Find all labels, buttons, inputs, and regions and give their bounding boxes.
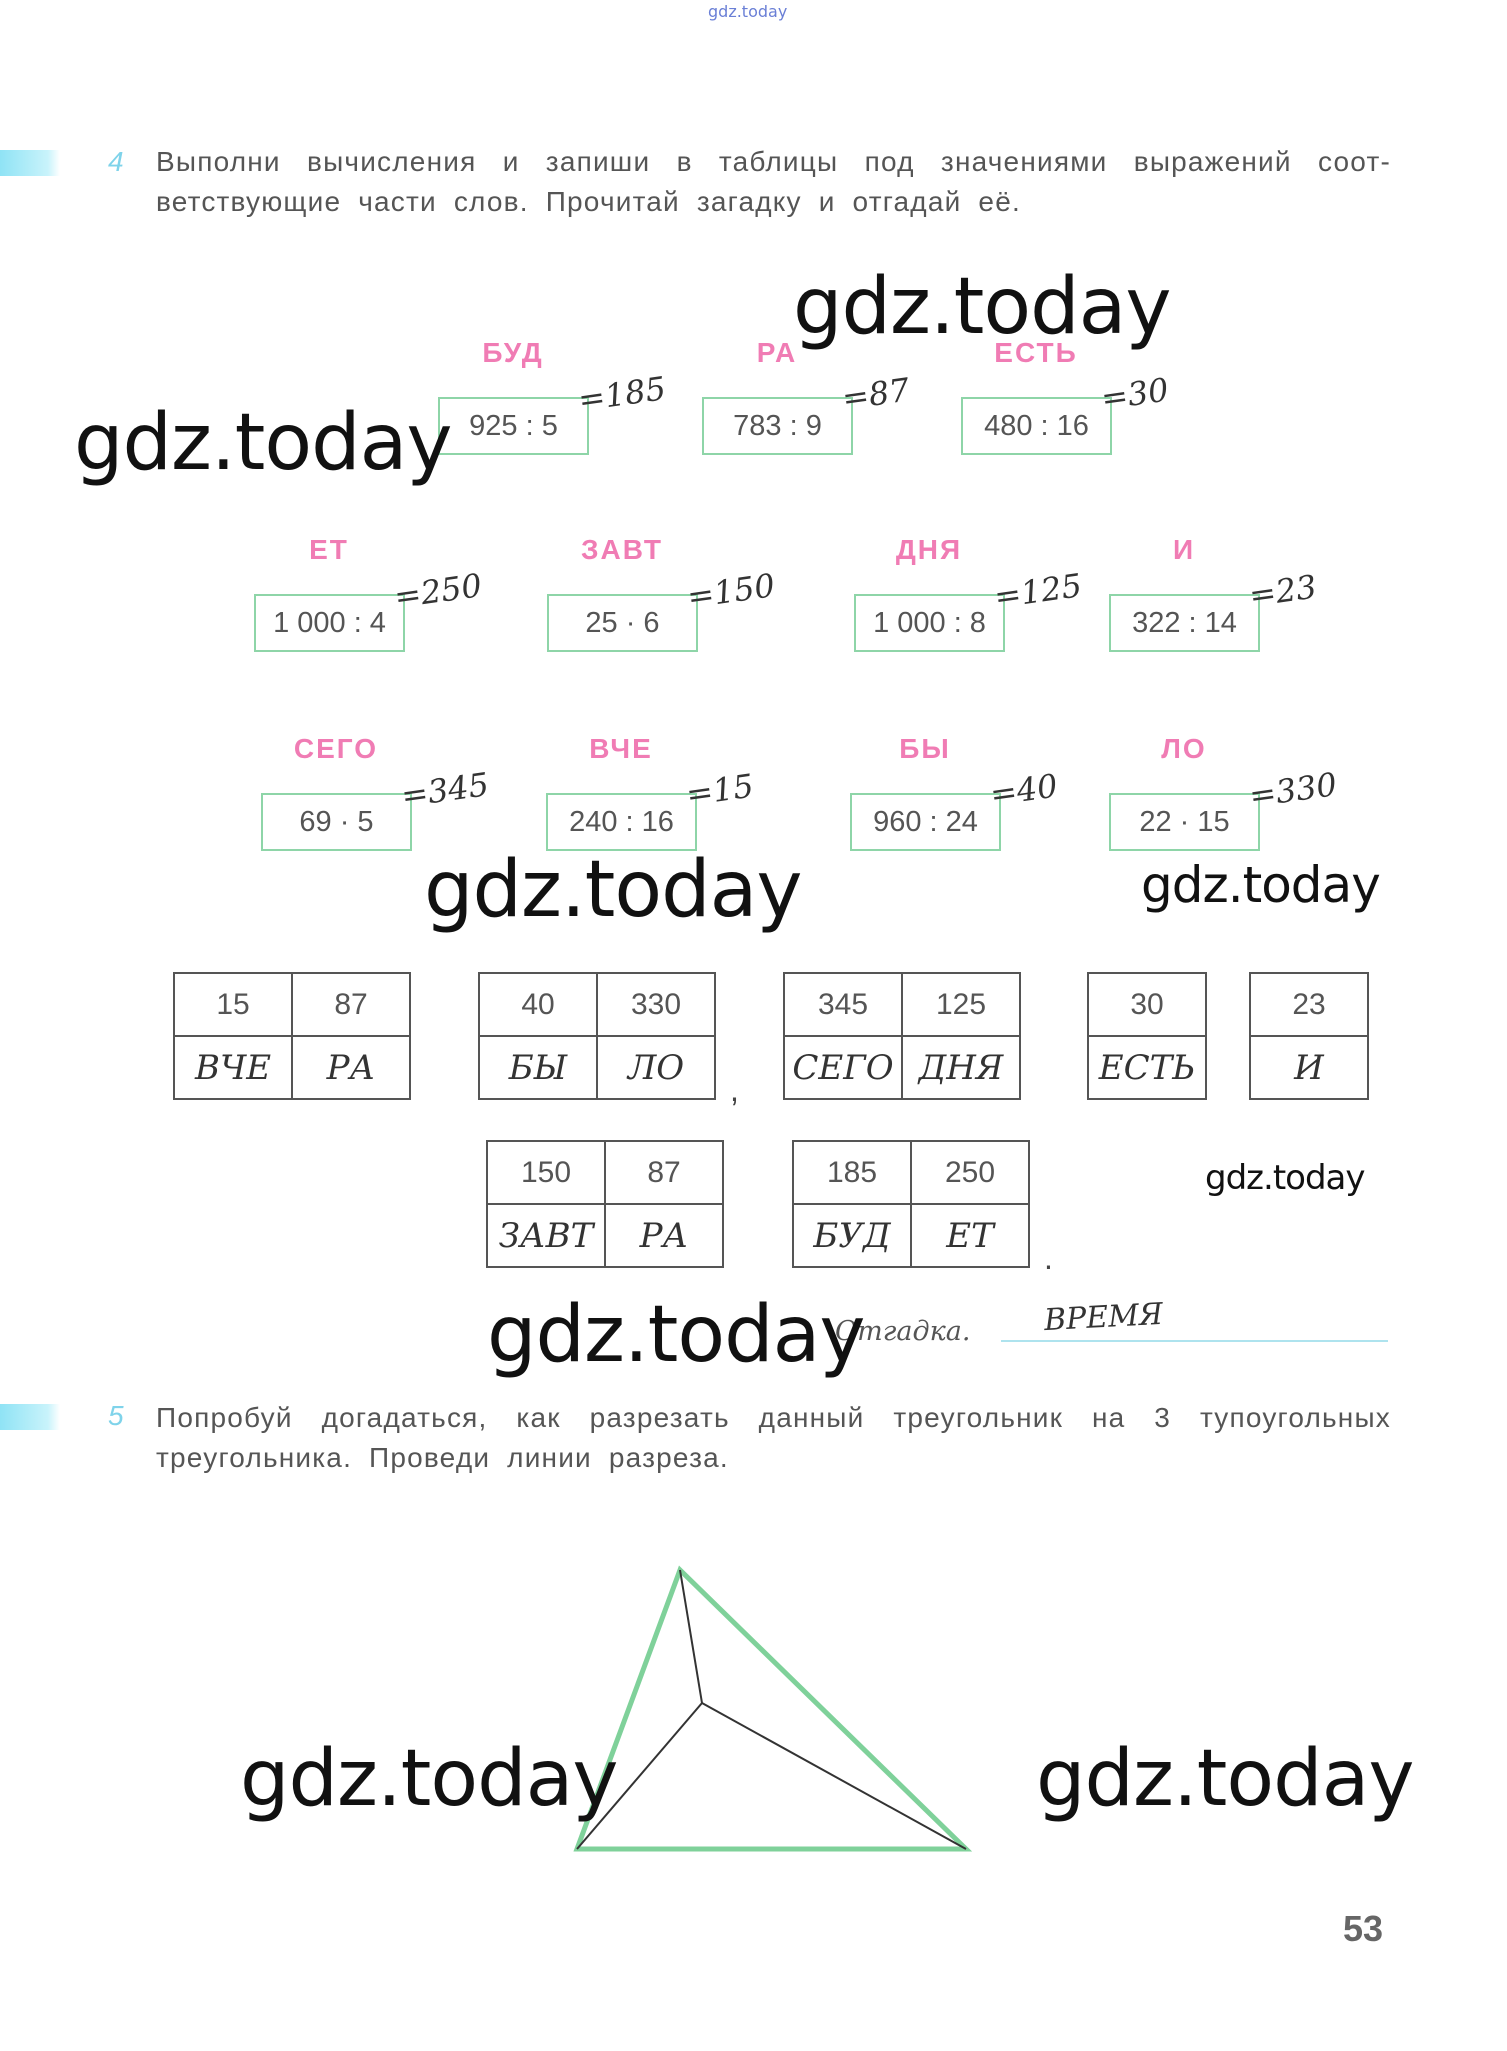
expression-box: 240 : 16	[546, 793, 697, 851]
answer-line	[1001, 1340, 1388, 1342]
expression-label: БУД	[482, 337, 544, 368]
number-cell: 185	[792, 1140, 912, 1205]
numbers-row: 15 87	[173, 972, 411, 1037]
watermark: gdz.today	[1036, 1734, 1415, 1824]
number-cell: 30	[1087, 972, 1207, 1037]
numbers-row: 30	[1087, 972, 1207, 1037]
expression-label: ЗАВТ	[580, 534, 664, 565]
answer-table: 23 И	[1249, 972, 1369, 1100]
page-number: 53	[1343, 1908, 1384, 1949]
watermark: gdz.today	[424, 845, 803, 935]
number-cell: 150	[486, 1140, 606, 1205]
header-watermark: gdz.today	[708, 2, 788, 21]
expression-box: 69 · 5	[261, 793, 412, 851]
number-cell: 23	[1249, 972, 1369, 1037]
expression-box: 480 : 16	[961, 397, 1112, 455]
expression-label: И	[1172, 534, 1196, 565]
words-row: ЗАВТ РА	[486, 1203, 724, 1268]
number-cell: 330	[596, 972, 716, 1037]
watermark: gdz.today	[487, 1290, 866, 1380]
number-cell: 15	[173, 972, 293, 1037]
word-cell: ДНЯ	[901, 1035, 1021, 1100]
answer-table: 345 125 СЕГО ДНЯ	[783, 972, 1021, 1100]
words-row: БУД ЕТ	[792, 1203, 1030, 1268]
expression-label: ЛО	[1161, 733, 1207, 764]
cut-line	[679, 1569, 703, 1704]
task4-text: Выполни вычисления и запиши в таблицы по…	[156, 146, 1391, 217]
expression-label: ДНЯ	[895, 534, 963, 565]
word-cell: БУД	[792, 1203, 912, 1268]
comma: ,	[730, 1072, 739, 1108]
answer-table: 150 87 ЗАВТ РА	[486, 1140, 724, 1268]
number-cell: 345	[783, 972, 903, 1037]
watermark: gdz.today	[240, 1734, 619, 1824]
answer-table: 15 87 ВЧЕ РА	[173, 972, 411, 1100]
expression-box: 25 · 6	[547, 594, 698, 652]
numbers-row: 185 250	[792, 1140, 1030, 1205]
answer-table: 185 250 БУД ЕТ	[792, 1140, 1030, 1268]
expression-label: СЕГО	[293, 733, 379, 764]
expression-label: ЕСТЬ	[994, 337, 1078, 368]
expression-box: 322 : 14	[1109, 594, 1260, 652]
numbers-row: 150 87	[486, 1140, 724, 1205]
number-cell: 40	[478, 972, 598, 1037]
watermark: gdz.today	[1205, 1158, 1365, 1198]
task4-number: 4	[108, 146, 124, 177]
cut-line	[576, 1702, 703, 1850]
expression-label: ЕТ	[309, 534, 349, 565]
numbers-row: 23	[1249, 972, 1369, 1037]
watermark: gdz.today	[74, 398, 453, 488]
word-cell: РА	[291, 1035, 411, 1100]
word-cell: И	[1249, 1035, 1369, 1100]
task5-number: 5	[108, 1400, 124, 1431]
expression-label: ВЧЕ	[589, 733, 653, 764]
word-cell: ЛО	[596, 1035, 716, 1100]
words-row: И	[1249, 1035, 1369, 1100]
expression-box: 1 000 : 4	[254, 594, 405, 652]
expression-box: 22 · 15	[1109, 793, 1260, 851]
number-cell: 250	[910, 1140, 1030, 1205]
task5-text: Попробуй догадаться, как разрезать данны…	[156, 1402, 1391, 1473]
numbers-row: 345 125	[783, 972, 1021, 1037]
task4-marker	[0, 150, 60, 176]
answer-table: 30 ЕСТЬ	[1087, 972, 1207, 1100]
word-cell: ЕСТЬ	[1087, 1035, 1207, 1100]
number-cell: 125	[901, 972, 1021, 1037]
answer-label: Отгадка.	[835, 1316, 971, 1347]
number-cell: 87	[604, 1140, 724, 1205]
triangle	[573, 1565, 973, 1852]
expression-box: 1 000 : 8	[854, 594, 1005, 652]
expression-label: РА	[756, 337, 798, 368]
word-cell: СЕГО	[783, 1035, 903, 1100]
number-cell: 87	[291, 972, 411, 1037]
expression-box: 960 : 24	[850, 793, 1001, 851]
cut-line	[701, 1702, 967, 1850]
words-row: СЕГО ДНЯ	[783, 1035, 1021, 1100]
word-cell: ЗАВТ	[486, 1203, 606, 1268]
expression-label: БЫ	[899, 733, 951, 764]
task5-marker	[0, 1404, 60, 1430]
word-cell: ЕТ	[910, 1203, 1030, 1268]
word-cell: РА	[604, 1203, 724, 1268]
words-row: ВЧЕ РА	[173, 1035, 411, 1100]
expression-box: 925 : 5	[438, 397, 589, 455]
word-cell: ВЧЕ	[173, 1035, 293, 1100]
words-row: БЫ ЛО	[478, 1035, 716, 1100]
watermark: gdz.today	[793, 262, 1172, 352]
words-row: ЕСТЬ	[1087, 1035, 1207, 1100]
watermark: gdz.today	[1141, 856, 1381, 914]
word-cell: БЫ	[478, 1035, 598, 1100]
answer-table: 40 330 БЫ ЛО	[478, 972, 716, 1100]
period: .	[1044, 1240, 1053, 1276]
numbers-row: 40 330	[478, 972, 716, 1037]
expression-box: 783 : 9	[702, 397, 853, 455]
